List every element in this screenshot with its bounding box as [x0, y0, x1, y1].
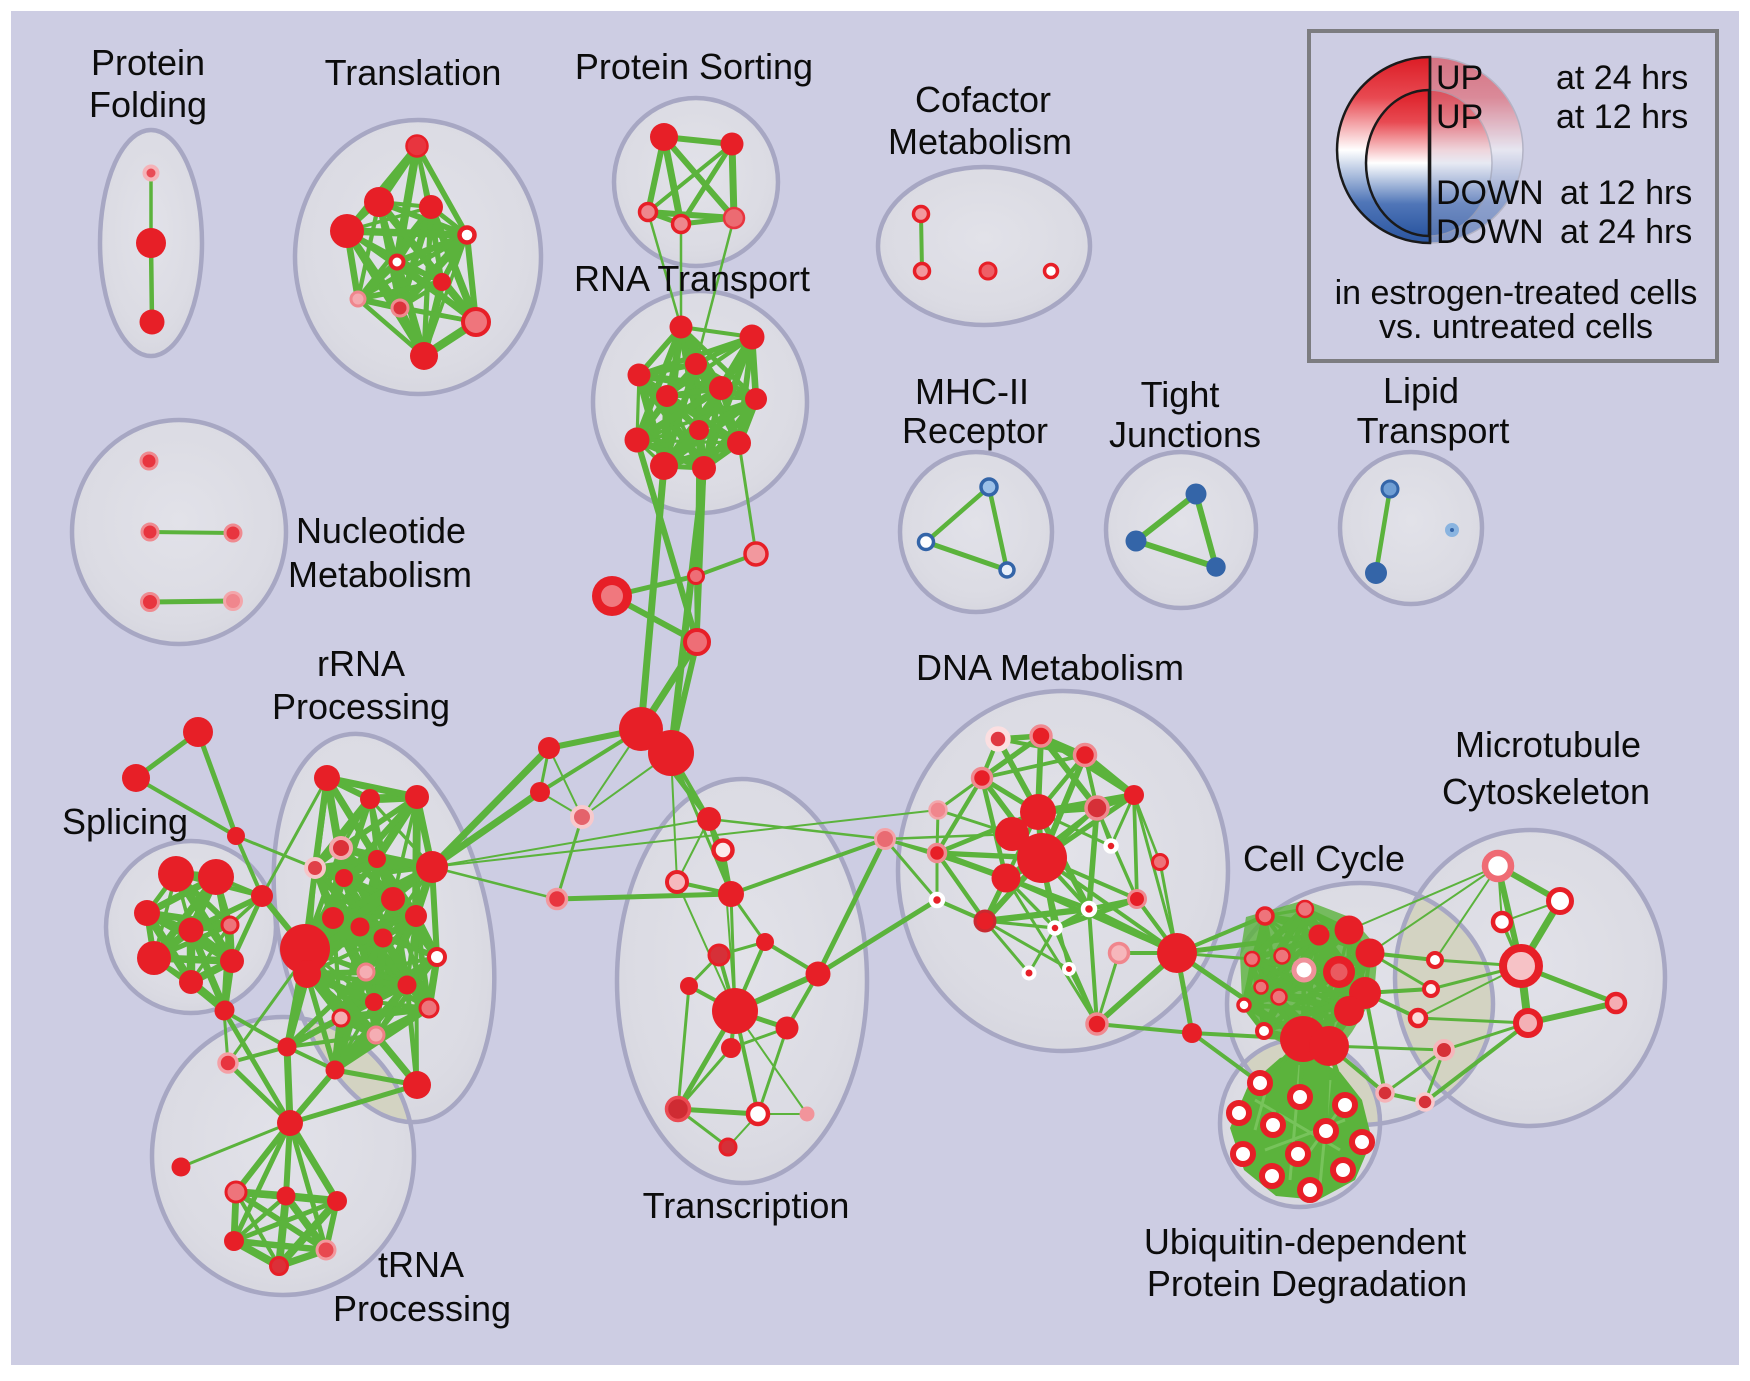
svg-text:Transcription: Transcription [643, 1185, 850, 1226]
svg-text:Folding: Folding [89, 84, 207, 125]
svg-text:Junctions: Junctions [1109, 414, 1261, 455]
svg-text:Cell Cycle: Cell Cycle [1243, 838, 1405, 879]
svg-text:UP: UP [1436, 98, 1483, 136]
svg-text:at 12 hrs: at 12 hrs [1556, 98, 1688, 136]
svg-text:Microtubule: Microtubule [1455, 724, 1641, 765]
svg-text:Protein Degradation: Protein Degradation [1147, 1263, 1467, 1304]
svg-text:MHC-II: MHC-II [915, 371, 1029, 412]
svg-text:DOWN: DOWN [1436, 174, 1544, 212]
svg-text:Metabolism: Metabolism [288, 554, 472, 595]
svg-text:in estrogen-treated cells: in estrogen-treated cells [1335, 274, 1698, 312]
svg-text:Transport: Transport [1357, 410, 1510, 451]
svg-text:Cytoskeleton: Cytoskeleton [1442, 771, 1650, 812]
svg-text:vs. untreated cells: vs. untreated cells [1379, 308, 1653, 346]
svg-text:Receptor: Receptor [902, 410, 1048, 451]
svg-text:Nucleotide: Nucleotide [296, 510, 466, 551]
svg-text:tRNA: tRNA [378, 1244, 464, 1285]
svg-text:Translation: Translation [325, 52, 502, 93]
svg-text:at 24 hrs: at 24 hrs [1560, 213, 1692, 251]
svg-text:rRNA: rRNA [317, 643, 405, 684]
svg-text:Protein: Protein [91, 42, 205, 83]
svg-text:Tight: Tight [1141, 374, 1220, 415]
svg-text:Splicing: Splicing [62, 801, 188, 842]
svg-text:Ubiquitin-dependent: Ubiquitin-dependent [1144, 1221, 1466, 1262]
svg-text:Protein Sorting: Protein Sorting [575, 46, 813, 87]
svg-text:DOWN: DOWN [1436, 213, 1544, 251]
svg-text:at 24 hrs: at 24 hrs [1556, 59, 1688, 97]
svg-text:Cofactor: Cofactor [915, 79, 1051, 120]
svg-text:Processing: Processing [333, 1288, 511, 1329]
svg-text:RNA Transport: RNA Transport [574, 258, 810, 299]
svg-text:DNA Metabolism: DNA Metabolism [916, 647, 1184, 688]
svg-text:Processing: Processing [272, 686, 450, 727]
svg-text:UP: UP [1436, 59, 1483, 97]
svg-text:Metabolism: Metabolism [888, 121, 1072, 162]
svg-text:at 12 hrs: at 12 hrs [1560, 174, 1692, 212]
svg-text:Lipid: Lipid [1383, 370, 1459, 411]
